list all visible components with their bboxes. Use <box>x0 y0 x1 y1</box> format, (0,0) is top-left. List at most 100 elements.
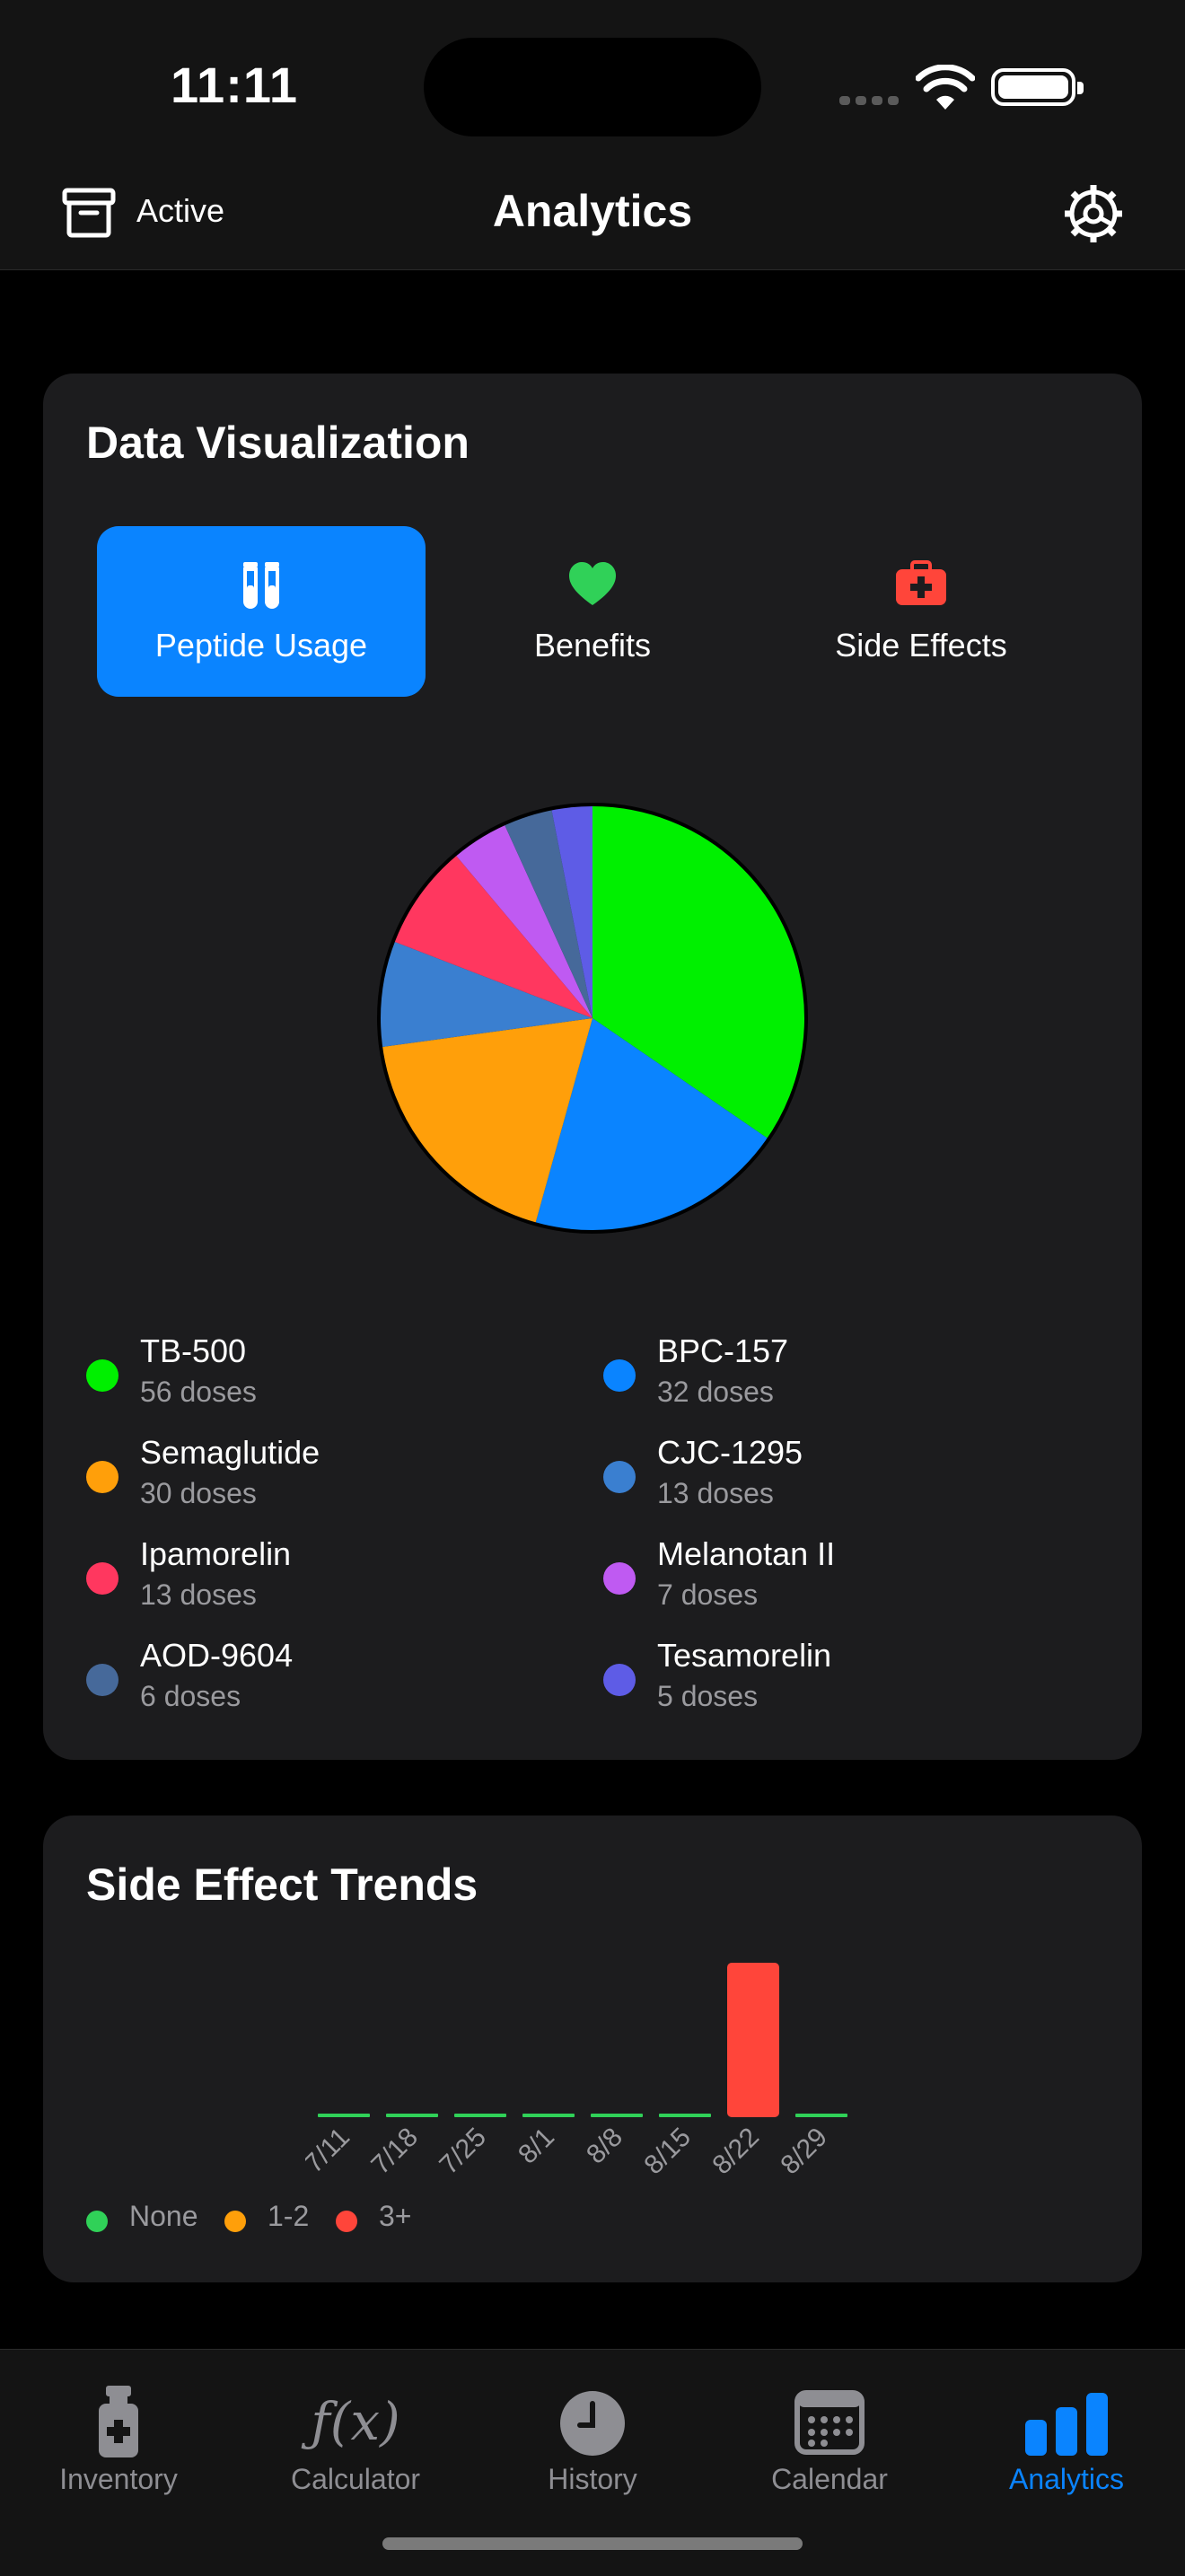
legend-doses: 56 doses <box>140 1376 257 1408</box>
trend-tick-label: 8/8 <box>581 2123 628 2170</box>
gear-icon[interactable] <box>1061 181 1126 246</box>
page-title: Analytics <box>492 186 693 236</box>
trend-bar <box>591 2114 643 2117</box>
trend-legend-1-2: 1-2 <box>268 2200 310 2232</box>
trend-tick-label: 8/1 <box>513 2123 560 2170</box>
legend-item: TB-500 56 doses <box>86 1332 553 1413</box>
trend-tick-label: 8/15 <box>638 2123 697 2181</box>
legend-color-dot <box>603 1359 636 1392</box>
legend-dot-3-plus <box>336 2211 357 2232</box>
legend-doses: 13 doses <box>657 1477 774 1509</box>
pie-slice-aod-9604 <box>504 808 592 1018</box>
legend-doses: 6 doses <box>140 1680 241 1712</box>
legend-doses: 30 doses <box>140 1477 257 1509</box>
pie-slice-cjc-1295 <box>379 941 592 1048</box>
legend-name: TB-500 <box>140 1332 247 1369</box>
legend-color-dot <box>86 1562 118 1595</box>
legend-item: AOD-9604 6 doses <box>86 1637 553 1718</box>
peptide-usage-pie-chart <box>377 803 808 1234</box>
medical-kit-icon <box>896 560 946 605</box>
legend-item: Semaglutide 30 doses <box>86 1434 553 1515</box>
legend-item: Ipamorelin 13 doses <box>86 1535 553 1616</box>
side-effect-trends-card: Side Effect Trends <box>43 1816 1142 2282</box>
legend-name: CJC-1295 <box>657 1434 803 1471</box>
card-title-data-visualization: Data Visualization <box>86 418 470 468</box>
pie-outline <box>377 803 808 1234</box>
legend-item: Melanotan II 7 doses <box>603 1535 1070 1616</box>
wifi-icon <box>916 65 975 110</box>
calendar-icon <box>794 2390 865 2455</box>
navigation-bar: Active Analytics <box>0 153 1185 270</box>
active-filter-label[interactable]: Active <box>136 192 225 229</box>
side-effect-trends-chart: 7/11 7/18 7/25 8/1 8/8 8/15 8/22 8/29 <box>305 1963 847 2181</box>
status-bar: 11:11 <box>0 0 1185 153</box>
tab-inventory[interactable]: Inventory <box>0 2368 237 2529</box>
legend-item: CJC-1295 13 doses <box>603 1434 1070 1515</box>
pie-slice-ipamorelin <box>392 854 592 1018</box>
tab-analytics[interactable]: Analytics <box>948 2368 1185 2529</box>
trend-legend-none: None <box>129 2200 198 2232</box>
legend-doses: 13 doses <box>140 1578 257 1611</box>
trend-bar <box>659 2114 711 2117</box>
legend-color-dot <box>603 1562 636 1595</box>
segment-benefits[interactable]: Benefits <box>428 526 757 697</box>
pie-slice-melanotan-ii <box>455 823 592 1018</box>
tab-label: Analytics <box>1008 2463 1125 2495</box>
pie-slice-bpc-157 <box>535 1018 769 1232</box>
cellular-signal-icon <box>839 93 904 110</box>
trend-bar <box>318 2114 370 2117</box>
tab-calculator[interactable]: ƒ(x) Calculator <box>237 2368 474 2529</box>
legend-doses: 7 doses <box>657 1578 759 1611</box>
legend-color-dot <box>86 1359 118 1392</box>
tab-label: Inventory <box>59 2463 178 2495</box>
trend-tick-label: 7/11 <box>305 2123 356 2179</box>
pie-slice-semaglutide <box>381 1018 592 1225</box>
segment-label: Peptide Usage <box>154 627 368 664</box>
legend-name: Ipamorelin <box>140 1535 292 1572</box>
test-tubes-icon <box>243 562 279 609</box>
trend-legend-3-plus: 3+ <box>379 2200 412 2232</box>
segment-label: Benefits <box>533 627 652 664</box>
dynamic-island <box>424 38 761 136</box>
legend-name: AOD-9604 <box>140 1637 294 1674</box>
tab-history[interactable]: History <box>474 2368 711 2529</box>
legend-color-dot <box>86 1461 118 1493</box>
function-icon: ƒ(x) <box>301 2391 399 2452</box>
pie-slice-tb-500 <box>592 804 806 1139</box>
trend-tick-label: 8/29 <box>775 2123 833 2181</box>
archive-box-icon[interactable] <box>61 185 117 241</box>
legend-dot-1-2 <box>224 2211 246 2232</box>
segment-side-effects[interactable]: Side Effects <box>757 526 1085 697</box>
heart-icon <box>569 562 616 605</box>
trend-bar <box>727 1963 779 2117</box>
trend-tick-label: 7/18 <box>365 2123 424 2181</box>
svg-text:ƒ(x): ƒ(x) <box>301 2391 399 2452</box>
legend-name: Tesamorelin <box>657 1637 832 1674</box>
legend-name: Semaglutide <box>140 1434 320 1471</box>
trend-bar <box>386 2114 438 2117</box>
status-time: 11:11 <box>171 57 299 113</box>
trend-bar <box>522 2114 575 2117</box>
segment-label: Side Effects <box>835 627 1007 664</box>
legend-item: BPC-157 32 doses <box>603 1332 1070 1413</box>
trend-tick-label: 7/25 <box>434 2123 492 2181</box>
pie-slice-tesamorelin <box>551 804 592 1018</box>
bar-chart-icon <box>1025 2393 1108 2456</box>
trend-bar <box>795 2114 847 2117</box>
home-indicator <box>382 2537 803 2550</box>
tab-calendar[interactable]: Calendar <box>711 2368 948 2529</box>
legend-doses: 32 doses <box>657 1376 774 1408</box>
tab-label: Calendar <box>771 2463 888 2495</box>
tab-label: Calculator <box>290 2463 421 2495</box>
legend-name: BPC-157 <box>657 1332 789 1369</box>
legend-item: Tesamorelin 5 doses <box>603 1637 1070 1718</box>
tab-label: History <box>548 2463 637 2495</box>
vial-icon <box>99 2386 138 2457</box>
legend-color-dot <box>603 1461 636 1493</box>
trend-tick-label: 8/22 <box>707 2123 765 2181</box>
legend-name: Melanotan II <box>657 1535 836 1572</box>
card-title-side-effect-trends: Side Effect Trends <box>86 1859 478 1910</box>
battery-icon <box>991 68 1084 106</box>
segment-peptide-usage[interactable]: Peptide Usage <box>97 526 426 697</box>
legend-color-dot <box>603 1664 636 1696</box>
